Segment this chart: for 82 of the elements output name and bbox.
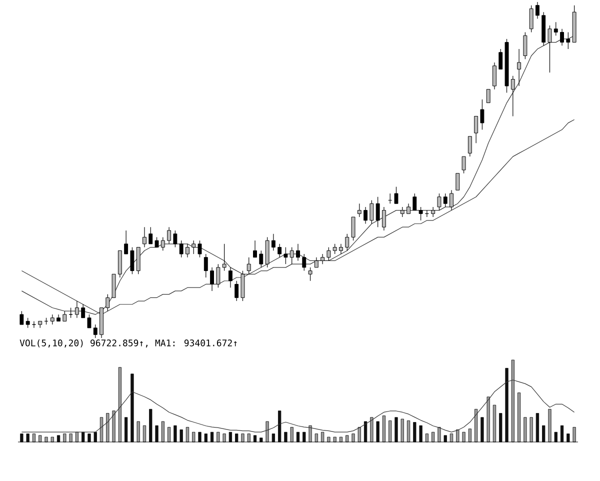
candlestick xyxy=(456,173,460,190)
candlestick xyxy=(142,226,146,248)
candlestick xyxy=(253,240,257,258)
candlestick xyxy=(154,236,159,248)
candlestick xyxy=(228,267,232,288)
candlestick xyxy=(179,240,184,258)
candlestick xyxy=(204,254,208,278)
candlestick xyxy=(394,186,398,204)
candlestick xyxy=(498,48,503,70)
candlestick xyxy=(302,254,306,272)
candlestick xyxy=(106,294,110,312)
candlestick xyxy=(186,244,190,258)
candlestick xyxy=(278,244,282,258)
candlestick xyxy=(468,136,472,157)
candlestick xyxy=(523,32,528,60)
candlestick xyxy=(431,206,436,218)
candlestick xyxy=(406,203,410,214)
candlestick xyxy=(382,206,386,231)
candlestick xyxy=(314,257,318,268)
candlestick xyxy=(160,236,165,251)
candlestick xyxy=(167,226,172,244)
candlestick xyxy=(20,310,24,325)
candlestick xyxy=(124,230,128,254)
candlestick xyxy=(364,206,368,224)
candlestick xyxy=(62,310,67,322)
candlestick xyxy=(332,244,337,254)
candlestick xyxy=(74,300,79,318)
candlestick xyxy=(554,22,558,36)
candlestick xyxy=(210,267,214,292)
candlestick xyxy=(560,28,564,46)
candlestick xyxy=(320,254,325,264)
candlestick xyxy=(173,230,178,248)
candlestick xyxy=(216,264,220,288)
candlestick xyxy=(259,250,264,268)
candlestick xyxy=(296,244,300,262)
candlestick xyxy=(412,193,417,211)
candlestick xyxy=(234,280,239,302)
candlestick xyxy=(136,246,140,274)
candlestick xyxy=(326,246,331,262)
candlestick xyxy=(148,226,153,244)
candlestick xyxy=(450,190,454,211)
candlestick xyxy=(462,156,466,174)
candlestick xyxy=(345,234,350,251)
candlestick xyxy=(290,246,294,264)
candlestick xyxy=(87,314,92,328)
candlestick xyxy=(222,244,226,272)
candlestick xyxy=(486,89,490,104)
candlestick xyxy=(284,246,288,264)
candlestick xyxy=(339,244,343,254)
candlestick xyxy=(192,240,196,254)
candlestick xyxy=(480,99,484,130)
candlestick xyxy=(308,267,312,282)
candlestick xyxy=(130,246,134,274)
candlestick xyxy=(246,257,251,274)
candlestick xyxy=(26,318,30,328)
candlestick xyxy=(529,5,534,33)
candlestick xyxy=(517,48,522,86)
candlestick xyxy=(357,203,362,218)
candlestick xyxy=(112,274,116,298)
candlestick xyxy=(370,200,374,224)
candlestick xyxy=(376,196,380,228)
candlestick xyxy=(492,62,496,90)
candlestick xyxy=(271,234,276,251)
candlestick xyxy=(240,270,245,302)
chart-title: VOL(5,10,20) 96722.859↑, MA1: 93401.672↑ xyxy=(20,339,237,348)
candlestick xyxy=(93,324,98,338)
candlestick xyxy=(418,206,423,221)
candlestick xyxy=(198,240,202,258)
candlestick xyxy=(548,25,552,73)
candlestick xyxy=(81,304,86,318)
candlestick xyxy=(510,76,515,117)
candlestick xyxy=(443,193,448,208)
candlestick xyxy=(536,2,540,20)
candlestick xyxy=(474,116,478,144)
candlestick xyxy=(437,193,442,211)
candlestick xyxy=(351,216,356,241)
candlestick xyxy=(566,32,570,50)
candlestick xyxy=(118,250,122,278)
candlestick xyxy=(400,206,404,218)
candlestick xyxy=(68,307,73,318)
candlestick xyxy=(50,314,54,325)
candlestick xyxy=(265,236,270,268)
